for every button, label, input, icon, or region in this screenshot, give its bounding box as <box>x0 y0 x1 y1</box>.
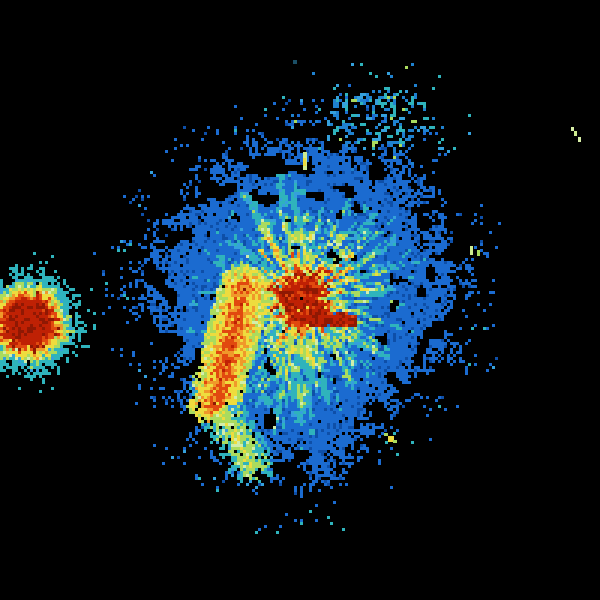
radar-display <box>0 0 600 600</box>
radar-canvas <box>0 0 600 600</box>
